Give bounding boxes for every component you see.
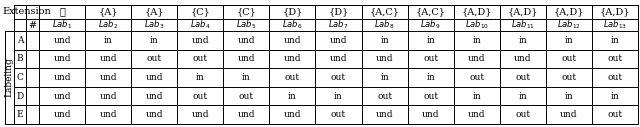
Text: out: out (607, 54, 623, 63)
Text: und: und (53, 36, 71, 45)
Text: {A,C}: {A,C} (369, 7, 399, 17)
Text: und: und (376, 54, 394, 63)
Text: D: D (17, 92, 24, 101)
Text: $\mathit{Lab}_{2}$: $\mathit{Lab}_{2}$ (98, 19, 118, 31)
Text: $\mathit{Lab}_{1}$: $\mathit{Lab}_{1}$ (52, 19, 72, 31)
Text: und: und (53, 110, 71, 119)
Text: $\mathit{Lab}_{8}$: $\mathit{Lab}_{8}$ (374, 19, 395, 31)
Text: in: in (104, 36, 113, 45)
Text: Extension: Extension (2, 7, 51, 17)
Text: {A,C}: {A,C} (415, 7, 445, 17)
Text: und: und (53, 92, 71, 101)
Text: $\mathit{Lab}_{12}$: $\mathit{Lab}_{12}$ (557, 19, 581, 31)
Text: $\mathit{Lab}_{13}$: $\mathit{Lab}_{13}$ (603, 19, 627, 31)
Text: out: out (193, 54, 208, 63)
Text: und: und (376, 110, 394, 119)
Text: in: in (288, 92, 297, 101)
Text: B: B (17, 54, 23, 63)
Text: und: und (53, 54, 71, 63)
Text: und: und (237, 36, 255, 45)
Text: $\mathit{Lab}_{10}$: $\mathit{Lab}_{10}$ (465, 19, 489, 31)
Text: out: out (561, 73, 577, 82)
Text: $\mathit{Lab}_{4}$: $\mathit{Lab}_{4}$ (190, 19, 211, 31)
Text: und: und (53, 73, 71, 82)
Text: in: in (472, 36, 481, 45)
Text: in: in (426, 73, 435, 82)
Text: out: out (515, 110, 531, 119)
Text: $\mathit{Lab}_{6}$: $\mathit{Lab}_{6}$ (282, 19, 303, 31)
Text: in: in (518, 92, 527, 101)
Text: {A,D}: {A,D} (508, 7, 538, 17)
Text: $\mathit{Lab}_{11}$: $\mathit{Lab}_{11}$ (511, 19, 535, 31)
Text: out: out (193, 92, 208, 101)
Text: in: in (564, 36, 573, 45)
Text: in: in (426, 36, 435, 45)
Text: out: out (147, 54, 162, 63)
Text: und: und (422, 110, 440, 119)
Text: in: in (196, 73, 205, 82)
Text: E: E (17, 110, 23, 119)
Text: {A,D}: {A,D} (554, 7, 584, 17)
Text: und: und (284, 36, 301, 45)
Text: in: in (380, 73, 389, 82)
Text: out: out (607, 73, 623, 82)
Text: und: und (284, 110, 301, 119)
Text: A: A (17, 36, 23, 45)
Text: und: und (330, 54, 348, 63)
Text: in: in (611, 92, 620, 101)
Text: out: out (239, 92, 254, 101)
Text: und: und (237, 110, 255, 119)
Text: out: out (607, 110, 623, 119)
Text: in: in (380, 36, 389, 45)
Text: und: und (468, 54, 486, 63)
Text: $\mathit{Lab}_{9}$: $\mathit{Lab}_{9}$ (420, 19, 441, 31)
Text: und: und (99, 110, 117, 119)
Text: $\mathit{Lab}_{7}$: $\mathit{Lab}_{7}$ (328, 19, 349, 31)
Text: und: und (468, 110, 486, 119)
Text: in: in (242, 73, 251, 82)
Text: $\mathit{Lab}_{3}$: $\mathit{Lab}_{3}$ (144, 19, 164, 31)
Text: in: in (564, 92, 573, 101)
Text: $\mathit{Lab}_{5}$: $\mathit{Lab}_{5}$ (236, 19, 257, 31)
Text: {C}: {C} (190, 7, 210, 17)
Text: und: und (145, 73, 163, 82)
Text: out: out (561, 54, 577, 63)
Text: out: out (423, 92, 438, 101)
Text: in: in (472, 92, 481, 101)
Text: Labeling: Labeling (4, 58, 13, 97)
Text: out: out (423, 54, 438, 63)
Text: {D}: {D} (328, 7, 349, 17)
Text: {A,D}: {A,D} (461, 7, 492, 17)
Text: out: out (331, 110, 346, 119)
Text: {A,D}: {A,D} (600, 7, 630, 17)
Text: und: und (191, 36, 209, 45)
Text: {C}: {C} (236, 7, 256, 17)
Text: ∅: ∅ (59, 7, 65, 17)
Text: out: out (377, 92, 392, 101)
Text: in: in (334, 92, 343, 101)
Text: und: und (514, 54, 532, 63)
Text: out: out (285, 73, 300, 82)
Text: und: und (99, 92, 117, 101)
Text: in: in (518, 36, 527, 45)
Text: out: out (515, 73, 531, 82)
Text: out: out (469, 73, 484, 82)
Text: und: und (237, 54, 255, 63)
Text: {A}: {A} (145, 7, 164, 17)
Text: und: und (99, 54, 117, 63)
Text: C: C (17, 73, 24, 82)
Text: und: und (560, 110, 578, 119)
Text: in: in (150, 36, 159, 45)
Text: und: und (284, 54, 301, 63)
Text: und: und (99, 73, 117, 82)
Text: out: out (331, 73, 346, 82)
Text: und: und (191, 110, 209, 119)
Text: in: in (611, 36, 620, 45)
Text: und: und (330, 36, 348, 45)
Text: und: und (145, 110, 163, 119)
Text: #: # (28, 20, 36, 29)
Text: {D}: {D} (282, 7, 303, 17)
Text: {A}: {A} (99, 7, 118, 17)
Text: und: und (145, 92, 163, 101)
